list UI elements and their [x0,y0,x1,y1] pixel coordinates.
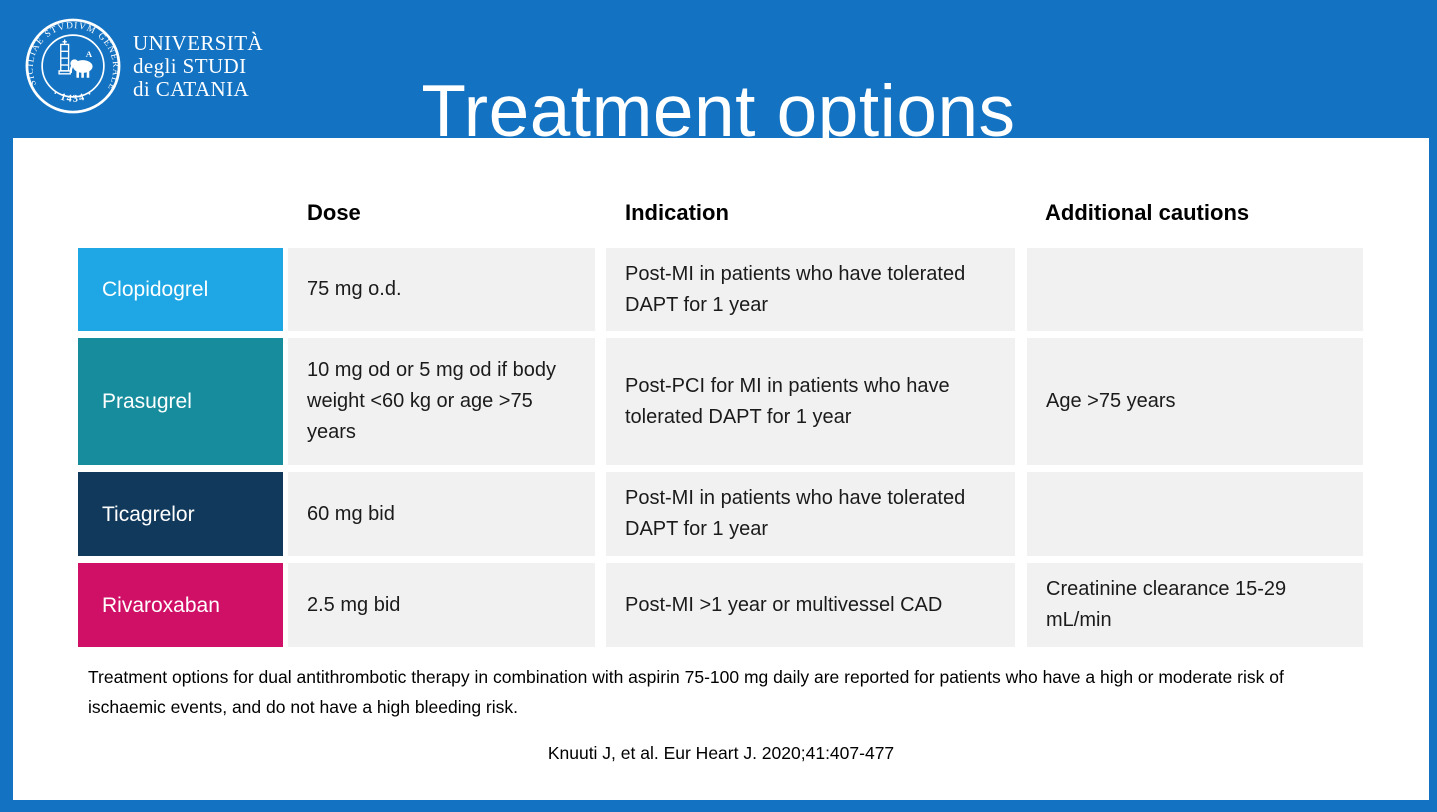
university-name-line2: degli STUDI [133,53,247,78]
content-panel: Dose Indication Additional cautions Clop… [13,138,1429,800]
table-body: Clopidogrel 75 mg o.d. Post-MI in patien… [78,248,1363,654]
cautions-cell [1027,472,1363,556]
header-indication: Indication [625,200,729,225]
table-row-prasugrel: Prasugrel 10 mg od or 5 mg od if body we… [78,338,1363,465]
svg-text:A: A [86,49,93,59]
indication-cell: Post-PCI for MI in patients who have tol… [606,338,1015,465]
table-row-ticagrelor: Ticagrelor 60 mg bid Post-MI in patients… [78,472,1363,556]
indication-cell: Post-MI in patients who have tolerated D… [606,248,1015,331]
table-footnote: Treatment options for dual antithromboti… [88,667,1284,717]
cautions-cell: Creatinine clearance 15-29 mL/min [1027,563,1363,647]
university-name-line3: di CATANIA [133,76,250,101]
university-seal-icon: SICILIAE STVDIVM GENERALE · 1434 · [25,18,121,114]
university-name-line1: UNIVERSITÀ [133,30,263,55]
table-row-rivaroxaban: Rivaroxaban 2.5 mg bid Post-MI >1 year o… [78,563,1363,647]
cautions-cell [1027,248,1363,331]
drug-name-cell: Ticagrelor [78,472,283,556]
dose-cell: 60 mg bid [288,472,595,556]
header-dose: Dose [307,200,361,225]
citation: Knuuti J, et al. Eur Heart J. 2020;41:40… [547,743,895,763]
university-wordmark: UNIVERSITÀ degli STUDI di CATANIA [133,30,263,101]
svg-text:· 1434 ·: · 1434 · [50,88,95,105]
university-logo: SICILIAE STVDIVM GENERALE · 1434 · [24,17,263,115]
dose-cell: 75 mg o.d. [288,248,595,331]
drug-name-cell: Prasugrel [78,338,283,465]
indication-cell: Post-MI >1 year or multivessel CAD [606,563,1015,647]
dose-cell: 2.5 mg bid [288,563,595,647]
drug-name-cell: Clopidogrel [78,248,283,331]
table-header-row: Dose Indication Additional cautions [78,200,1363,226]
header-additional-cautions: Additional cautions [1045,200,1250,225]
drug-name-cell: Rivaroxaban [78,563,283,647]
table-row-clopidogrel: Clopidogrel 75 mg o.d. Post-MI in patien… [78,248,1363,331]
slide-header: SICILIAE STVDIVM GENERALE · 1434 · [0,0,1437,152]
dose-cell: 10 mg od or 5 mg od if body weight <60 k… [288,338,595,465]
cautions-cell: Age >75 years [1027,338,1363,465]
indication-cell: Post-MI in patients who have tolerated D… [606,472,1015,556]
header-spacer [78,200,288,226]
